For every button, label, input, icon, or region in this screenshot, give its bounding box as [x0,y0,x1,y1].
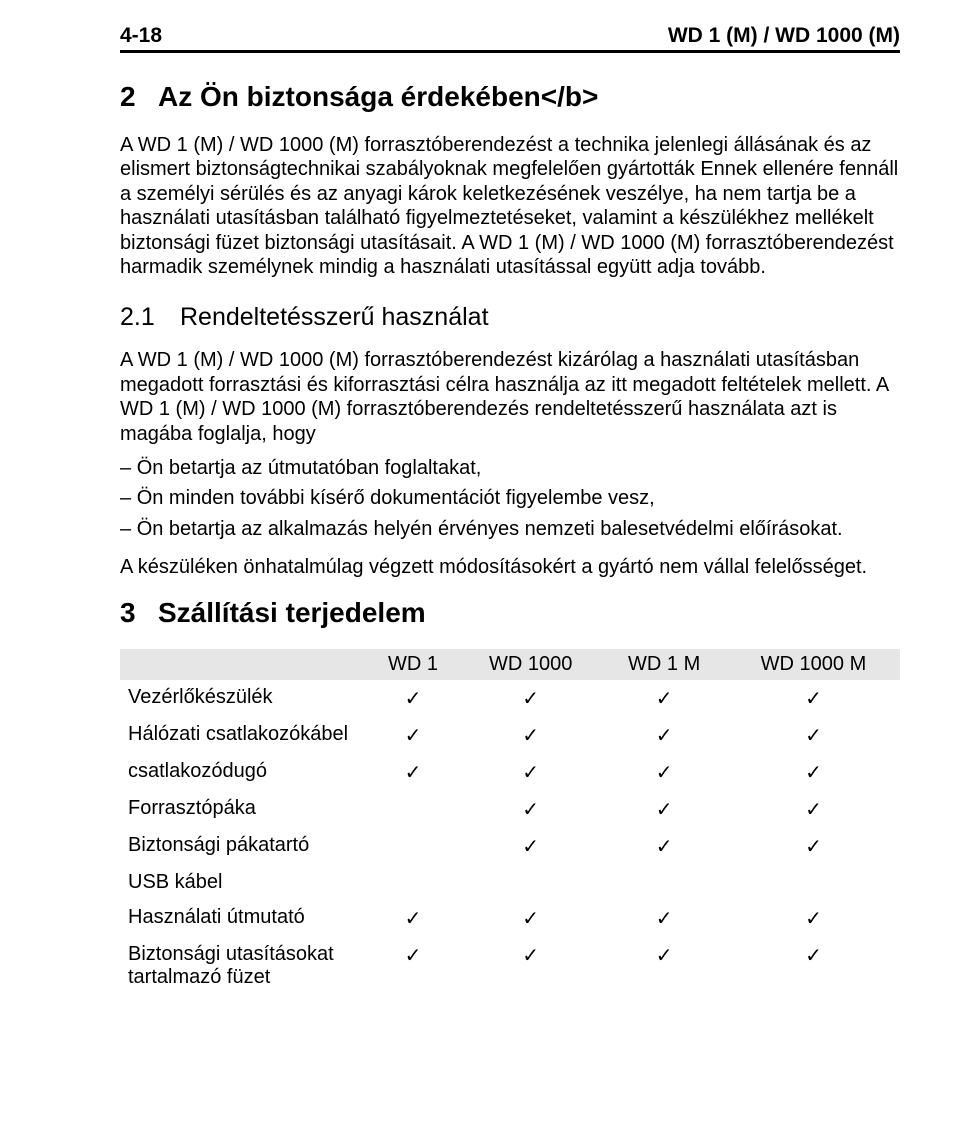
table-row: USB kábel [120,865,900,900]
table-row-label: Vezérlőkészülék [120,680,366,717]
section-2-number: 2 [120,81,158,113]
table-header-row: WD 1 WD 1000 WD 1 M WD 1000 M [120,649,900,680]
table-row-label: Biztonsági pákatartó [120,828,366,865]
table-cell-check: ✓ [601,754,727,791]
table-row-label: Forrasztópáka [120,791,366,828]
table-cell-check: ✓ [366,937,460,995]
table-cell-check: ✓ [727,680,900,717]
section-2-title: Az Ön biztonsága érdekében</b> [158,81,598,112]
table-cell-check: ✓ [366,900,460,937]
table-cell-check [727,865,900,900]
page-number: 4-18 [120,24,162,48]
table-cell-check [366,791,460,828]
table-cell-check: ✓ [727,828,900,865]
table-cell-check: ✓ [460,937,601,995]
table-cell-check: ✓ [601,828,727,865]
section-2-1-title: Rendeltetésszerű használat [180,303,489,331]
table-row: csatlakozódugó✓✓✓✓ [120,754,900,791]
table-cell-check: ✓ [460,754,601,791]
table-row-label: Biztonsági utasításokat tartalmazó füzet [120,937,366,995]
table-col-header: WD 1000 M [727,649,900,680]
page-header: 4-18 WD 1 (M) / WD 1000 (M) [120,24,900,53]
section-3-number: 3 [120,597,158,629]
header-title: WD 1 (M) / WD 1000 (M) [668,24,900,48]
table-cell-check: ✓ [460,828,601,865]
table-cell-check: ✓ [460,900,601,937]
table-cell-check: ✓ [460,717,601,754]
table-row: Használati útmutató✓✓✓✓ [120,900,900,937]
table-cell-check: ✓ [601,680,727,717]
section-2-1-paragraph-1: A WD 1 (M) / WD 1000 (M) forrasztóberend… [120,348,900,446]
table-row: Hálózati csatlakozókábel✓✓✓✓ [120,717,900,754]
table-col-header: WD 1 [366,649,460,680]
table-col-header: WD 1 M [601,649,727,680]
table-row-label: Használati útmutató [120,900,366,937]
table-cell-check: ✓ [460,680,601,717]
table-cell-check: ✓ [366,754,460,791]
table-row-label: USB kábel [120,865,366,900]
section-2-1-paragraph-2: A készüléken önhatalmúlag végzett módosí… [120,555,900,579]
table-row-label: csatlakozódugó [120,754,366,791]
section-2-heading: 2Az Ön biztonsága érdekében</b> [120,81,900,113]
list-item: Ön betartja az útmutatóban foglaltakat, [120,456,900,480]
table-cell-check [366,828,460,865]
table-cell-check: ✓ [727,937,900,995]
table-cell-check: ✓ [727,717,900,754]
section-2-1-bullet-list: Ön betartja az útmutatóban foglaltakat, Ö… [120,456,900,541]
table-cell-check [601,865,727,900]
table-cell-check [366,865,460,900]
table-cell-check: ✓ [601,717,727,754]
table-cell-check: ✓ [601,937,727,995]
section-3-heading: 3Szállítási terjedelem [120,597,900,629]
table-header-empty [120,649,366,680]
scope-of-delivery-table: WD 1 WD 1000 WD 1 M WD 1000 M Vezérlőkés… [120,649,900,995]
section-3-title: Szállítási terjedelem [158,597,426,628]
table-col-header: WD 1000 [460,649,601,680]
table-cell-check: ✓ [727,754,900,791]
table-cell-check: ✓ [460,791,601,828]
section-2-1-heading: 2.1Rendeltetésszerű használat [120,303,900,332]
table-row: Vezérlőkészülék✓✓✓✓ [120,680,900,717]
table-cell-check [460,865,601,900]
table-row-label: Hálózati csatlakozókábel [120,717,366,754]
section-2-1-number: 2.1 [120,303,180,332]
table-row: Biztonsági pákatartó✓✓✓ [120,828,900,865]
table-row: Forrasztópáka✓✓✓ [120,791,900,828]
list-item: Ön minden további kísérő dokumentációt f… [120,486,900,510]
table-cell-check: ✓ [366,680,460,717]
table-cell-check: ✓ [366,717,460,754]
table-cell-check: ✓ [601,900,727,937]
table-row: Biztonsági utasításokat tartalmazó füzet… [120,937,900,995]
table-cell-check: ✓ [727,791,900,828]
table-cell-check: ✓ [601,791,727,828]
section-2-paragraph: A WD 1 (M) / WD 1000 (M) forrasztóberend… [120,133,900,279]
list-item: Ön betartja az alkalmazás helyén érvénye… [120,517,900,541]
table-cell-check: ✓ [727,900,900,937]
